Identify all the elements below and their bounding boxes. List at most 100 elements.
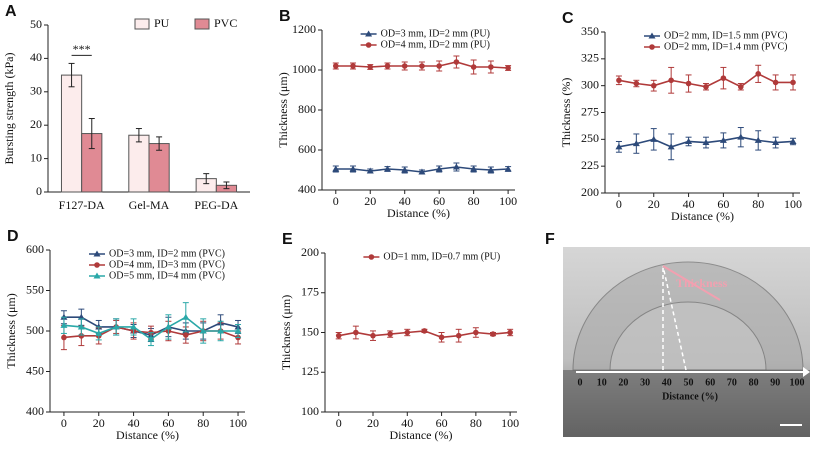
y-axis-label: Thickness (μm) bbox=[279, 295, 293, 370]
marker bbox=[350, 63, 356, 69]
y-tick-label: 10 bbox=[30, 150, 42, 164]
marker bbox=[505, 65, 511, 71]
legend-swatch bbox=[134, 18, 150, 30]
marker bbox=[147, 335, 155, 342]
marker bbox=[199, 327, 207, 334]
legend-label: OD=1 mm, ID=0.7 mm (PU) bbox=[383, 251, 500, 262]
y-tick-label: 600 bbox=[298, 142, 316, 156]
panel-label: C bbox=[562, 10, 574, 27]
marker bbox=[453, 59, 460, 65]
axis-tick-label: 0 bbox=[578, 377, 583, 388]
x-tick-label: 80 bbox=[197, 416, 209, 430]
y-tick-label: 250 bbox=[581, 131, 599, 145]
marker bbox=[772, 139, 780, 146]
marker bbox=[112, 323, 120, 330]
y-tick-label: 175 bbox=[301, 285, 319, 299]
bar bbox=[128, 134, 150, 193]
x-axis-label: Distance (%) bbox=[390, 428, 453, 442]
x-tick-label: 100 bbox=[784, 197, 802, 211]
marker bbox=[754, 136, 762, 143]
legend-label: PU bbox=[154, 16, 170, 30]
panel-label: E bbox=[282, 231, 293, 248]
legend-marker bbox=[365, 42, 372, 48]
tube-base bbox=[563, 370, 810, 437]
y-tick-label: 125 bbox=[301, 364, 319, 378]
marker bbox=[719, 136, 727, 143]
x-axis-label: Distance (%) bbox=[671, 209, 734, 223]
marker bbox=[421, 328, 428, 334]
error-bar bbox=[135, 128, 142, 143]
axis-tick-label: 80 bbox=[749, 377, 759, 388]
y-tick-label: 100 bbox=[301, 404, 319, 418]
y-axis-label: Thickness (μm) bbox=[4, 293, 18, 368]
arrow-head bbox=[803, 367, 810, 377]
x-tick-label: 80 bbox=[468, 194, 480, 208]
marker bbox=[455, 332, 462, 339]
marker bbox=[384, 63, 391, 69]
marker bbox=[650, 82, 657, 89]
legend-swatch bbox=[194, 18, 210, 30]
legend-marker bbox=[94, 262, 100, 268]
panel-label: D bbox=[7, 228, 19, 245]
marker bbox=[738, 83, 744, 90]
x-tick-label: 80 bbox=[470, 416, 482, 430]
x-tick-label: 40 bbox=[128, 416, 140, 430]
annotation: Thickness bbox=[676, 276, 728, 290]
x-tick-label: 40 bbox=[399, 194, 411, 208]
y-tick-label: 50 bbox=[30, 17, 42, 31]
y-tick-label: 300 bbox=[581, 77, 599, 91]
y-tick-label: 40 bbox=[30, 50, 42, 64]
marker bbox=[435, 165, 443, 172]
marker bbox=[470, 64, 477, 70]
panel-label: A bbox=[5, 3, 17, 20]
x-tick-label: 40 bbox=[401, 416, 413, 430]
y-tick-label: 200 bbox=[581, 185, 599, 199]
marker bbox=[772, 79, 779, 86]
y-tick-label: 325 bbox=[581, 51, 599, 65]
bar bbox=[148, 143, 170, 193]
marker bbox=[487, 166, 495, 173]
legend-marker bbox=[93, 272, 101, 279]
legend-label: OD=2 mm, ID=1.4 mm (PVC) bbox=[664, 41, 788, 52]
marker bbox=[130, 323, 138, 330]
marker bbox=[616, 77, 622, 84]
marker bbox=[77, 313, 85, 320]
marker bbox=[353, 329, 359, 336]
error-bar bbox=[203, 173, 210, 185]
x-tick-label: Gel-MA bbox=[129, 198, 170, 212]
legend-marker bbox=[365, 30, 373, 37]
inner-dome bbox=[609, 301, 767, 371]
marker bbox=[401, 166, 409, 173]
marker bbox=[217, 327, 225, 334]
image-panel: F Thickness Distance (%) bbox=[545, 231, 810, 437]
marker bbox=[632, 140, 640, 147]
panel-label: B bbox=[279, 8, 291, 25]
marker bbox=[452, 163, 460, 170]
x-tick-label: 20 bbox=[93, 416, 105, 430]
marker bbox=[650, 135, 658, 142]
marker bbox=[387, 331, 393, 337]
x-tick-label: PEG-DA bbox=[194, 198, 238, 212]
y-tick-label: 800 bbox=[298, 102, 316, 116]
y-tick-label: 200 bbox=[301, 245, 319, 259]
legend-label: OD=2 mm, ID=1.5 mm (PVC) bbox=[664, 30, 788, 41]
marker bbox=[77, 323, 85, 330]
y-axis-label: Thickness (μm) bbox=[276, 72, 290, 147]
marker bbox=[504, 165, 512, 172]
marker bbox=[366, 167, 374, 174]
axis-tick-label: 60 bbox=[705, 377, 715, 388]
y-tick-label: 450 bbox=[26, 363, 44, 377]
marker bbox=[703, 83, 709, 90]
marker bbox=[419, 63, 425, 69]
y-tick-label: 400 bbox=[26, 404, 44, 418]
marker bbox=[490, 331, 496, 337]
legend-label: OD=3 mm, ID=2 mm (PVC) bbox=[109, 248, 225, 259]
x-tick-label: 20 bbox=[648, 197, 660, 211]
x-tick-label: 100 bbox=[229, 416, 247, 430]
axis-label: Distance (%) bbox=[662, 391, 718, 402]
error-bar bbox=[156, 136, 163, 151]
